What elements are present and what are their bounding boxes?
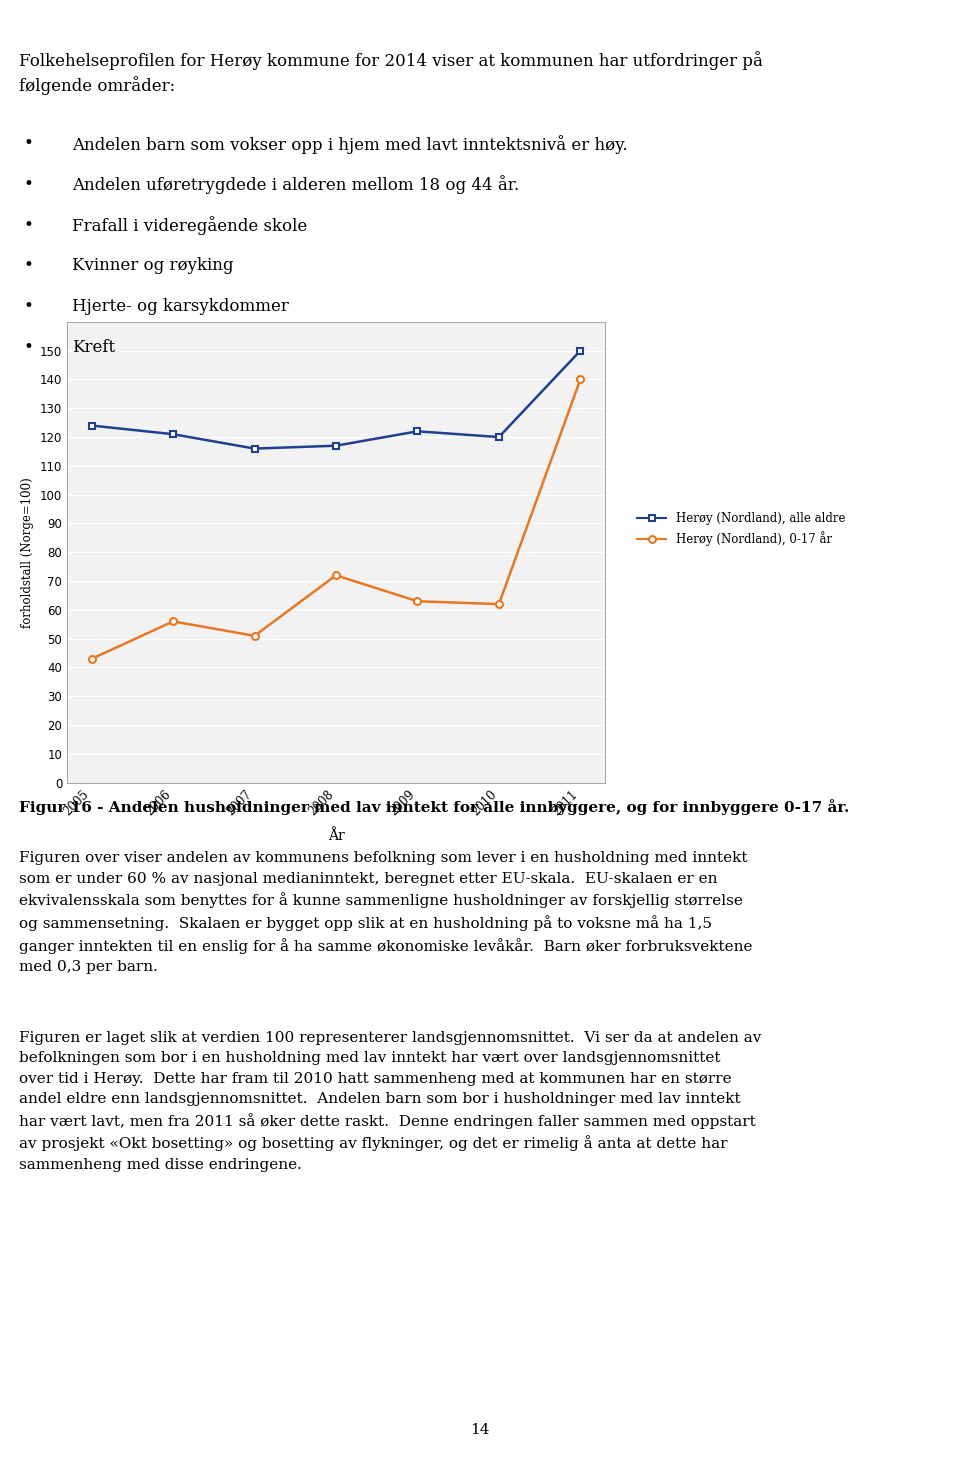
Text: Figur 16 - Andelen husholdninger med lav inntekt for alle innbyggere, og for inn: Figur 16 - Andelen husholdninger med lav…: [19, 799, 850, 815]
Herøy (Nordland), alle aldre: [249, 440, 260, 458]
Text: Andelen barn som vokser opp i hjem med lavt inntektsnivå er høy.: Andelen barn som vokser opp i hjem med l…: [72, 135, 628, 154]
Herøy (Nordland), alle aldre: [575, 342, 587, 360]
Text: 14: 14: [470, 1422, 490, 1437]
Text: Kreft: Kreft: [72, 339, 115, 357]
Text: •: •: [24, 217, 34, 234]
Herøy (Nordland), 0-17 år: [493, 595, 505, 613]
Line: Herøy (Nordland), 0-17 år: Herøy (Nordland), 0-17 år: [88, 376, 584, 663]
Herøy (Nordland), alle aldre: [85, 417, 97, 435]
Herøy (Nordland), alle aldre: [493, 429, 505, 446]
Line: Herøy (Nordland), alle aldre: Herøy (Nordland), alle aldre: [88, 347, 584, 452]
Herøy (Nordland), 0-17 år: [575, 370, 587, 388]
Herøy (Nordland), 0-17 år: [249, 628, 260, 645]
Herøy (Nordland), 0-17 år: [412, 593, 423, 610]
Text: Frafall i videregående skole: Frafall i videregående skole: [72, 217, 307, 236]
Herøy (Nordland), alle aldre: [330, 437, 342, 455]
Text: Andelen uføretrygdede i alderen mellom 18 og 44 år.: Andelen uføretrygdede i alderen mellom 1…: [72, 176, 519, 195]
Herøy (Nordland), alle aldre: [412, 423, 423, 440]
Y-axis label: forholdstall (Norge=100): forholdstall (Norge=100): [21, 477, 35, 628]
Text: Folkehelseprofilen for Herøy kommune for 2014 viser at kommunen har utfordringer: Folkehelseprofilen for Herøy kommune for…: [19, 51, 763, 95]
Text: •: •: [24, 135, 34, 152]
Text: •: •: [24, 339, 34, 357]
Text: Hjerte- og karsykdommer: Hjerte- og karsykdommer: [72, 298, 289, 316]
Text: Kvinner og røyking: Kvinner og røyking: [72, 257, 233, 275]
Herøy (Nordland), 0-17 år: [167, 613, 179, 631]
Text: •: •: [24, 298, 34, 316]
Herøy (Nordland), alle aldre: [167, 426, 179, 443]
Text: •: •: [24, 257, 34, 275]
Legend: Herøy (Nordland), alle aldre, Herøy (Nordland), 0-17 år: Herøy (Nordland), alle aldre, Herøy (Nor…: [633, 508, 851, 552]
Herøy (Nordland), 0-17 år: [85, 650, 97, 667]
X-axis label: År: År: [327, 830, 345, 843]
Text: •: •: [24, 176, 34, 193]
Text: Figuren er laget slik at verdien 100 representerer landsgjennomsnittet.  Vi ser : Figuren er laget slik at verdien 100 rep…: [19, 1031, 761, 1172]
Herøy (Nordland), 0-17 år: [330, 566, 342, 584]
Text: Figuren over viser andelen av kommunens befolkning som lever i en husholdning me: Figuren over viser andelen av kommunens …: [19, 851, 753, 974]
